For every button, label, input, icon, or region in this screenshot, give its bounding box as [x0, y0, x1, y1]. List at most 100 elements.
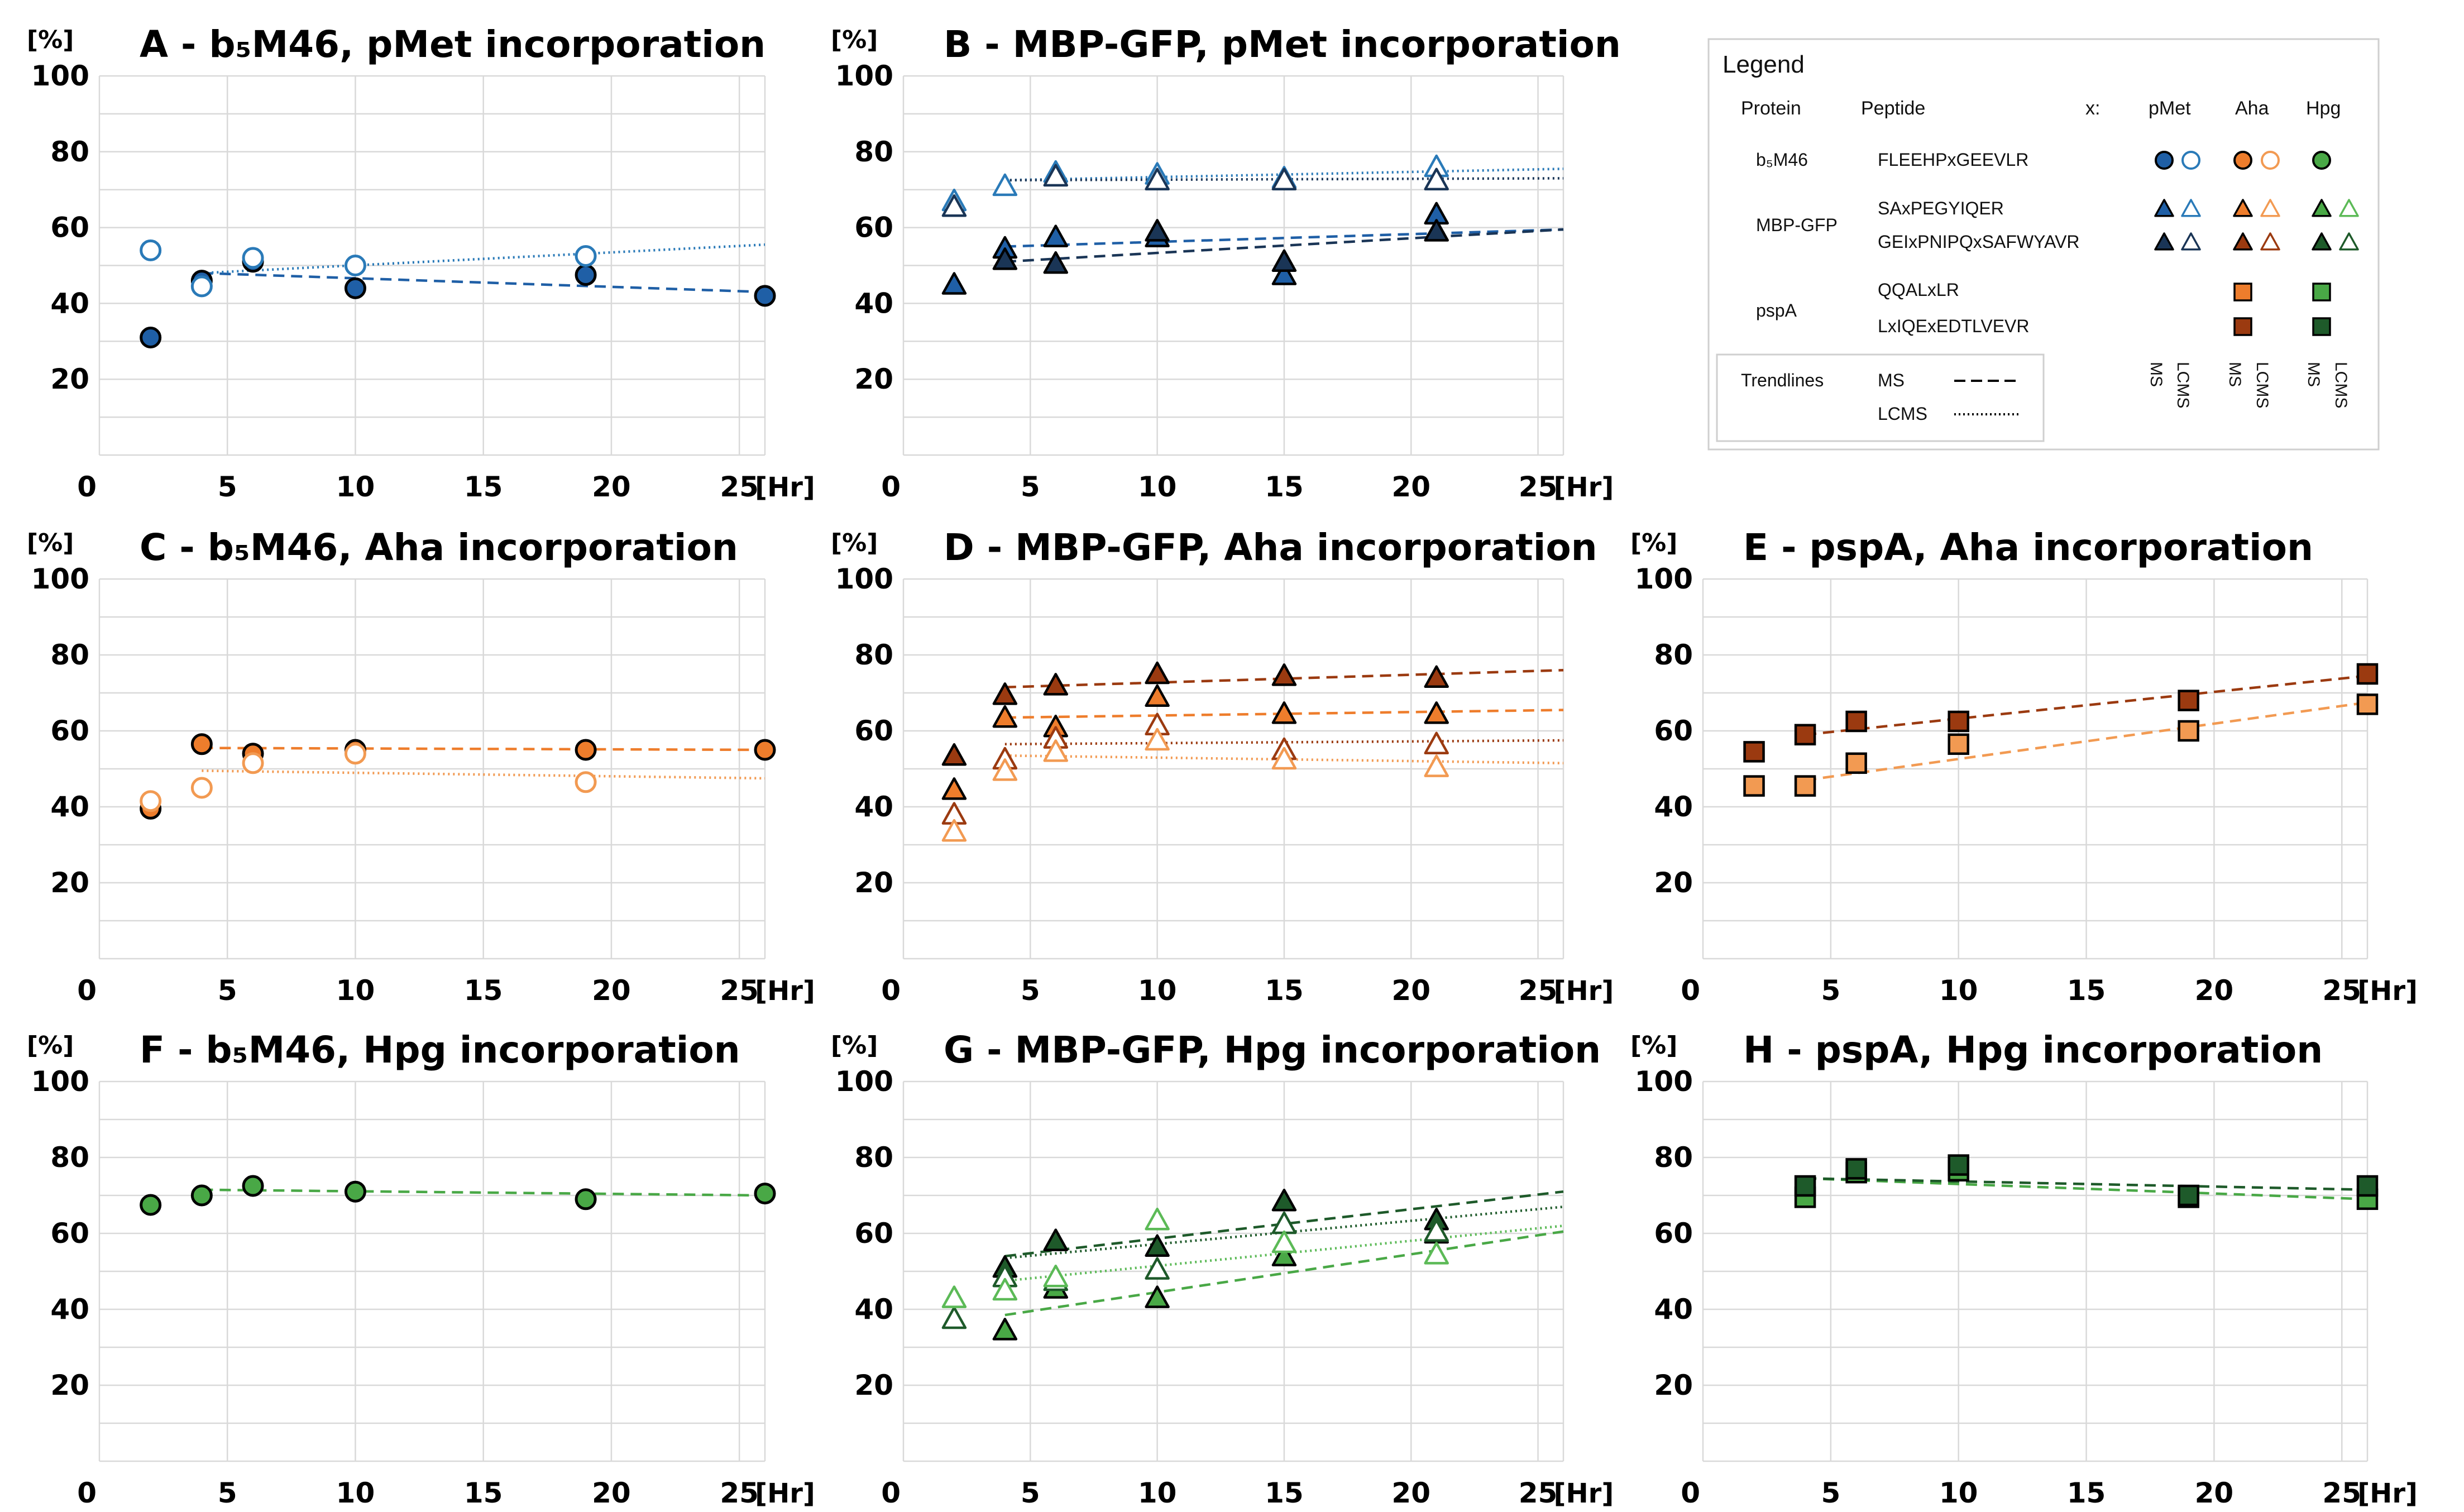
- y-tick-label: 100: [835, 563, 893, 595]
- y-tick-label: 20: [1654, 1369, 1693, 1401]
- trendline: [1004, 228, 1564, 248]
- data-point: [941, 819, 967, 842]
- legend-trend-frame: [1716, 353, 2045, 442]
- panel-h: H - pspA, Hpg incorporation [%] 20 40 60 80 10…: [1630, 1028, 2418, 1509]
- legend-header-aha: Aha: [2235, 98, 2269, 119]
- y-tick-label: 60: [854, 212, 893, 244]
- data-point: [1271, 1188, 1297, 1212]
- legend-peptide-geix: GEIxPNIPQxSAFWYAVR: [1878, 232, 2080, 252]
- data-point: [1271, 1243, 1297, 1267]
- data-point: [1271, 1230, 1297, 1253]
- gridlines: [1702, 1080, 2369, 1462]
- y-axis-label: [%]: [1630, 529, 1677, 557]
- data-point: [1043, 164, 1069, 187]
- trendline: [202, 271, 765, 294]
- y-axis-label: [%]: [27, 26, 74, 54]
- data-point: [1794, 775, 1816, 797]
- data-point: [1145, 1207, 1170, 1231]
- x-tick-label: 0: [1681, 974, 1700, 1007]
- panel-title: C - b₅M46, Aha incorporation: [140, 526, 738, 569]
- legend-trend-ms-label: MS: [1878, 370, 1905, 390]
- y-tick-label: 40: [50, 791, 89, 823]
- x-tick-label: 15: [1265, 1477, 1304, 1509]
- x-tick-label: 0: [881, 471, 901, 503]
- gridlines: [98, 1080, 766, 1462]
- x-tick-label: 25: [1519, 1477, 1558, 1509]
- y-tick-label: 20: [50, 363, 89, 395]
- legend-marker-triangle: [2154, 232, 2174, 251]
- legend-marker-triangle: [2154, 199, 2174, 217]
- y-tick-label: 20: [854, 1369, 893, 1401]
- x-tick-label: 5: [1821, 974, 1840, 1007]
- y-tick-label: 60: [50, 212, 89, 244]
- y-tick-label: 100: [1635, 1065, 1693, 1098]
- x-axis-label: [Hr]: [2357, 975, 2418, 1007]
- legend-column-labels: MS LCMS MS LCMS MS LCMS: [2147, 362, 2350, 408]
- series: [941, 728, 1449, 842]
- x-tick-label: 5: [1021, 974, 1040, 1007]
- data-point: [2178, 720, 2199, 742]
- series: [941, 661, 1449, 766]
- data-point: [1794, 724, 1816, 746]
- data-point: [140, 327, 162, 349]
- legend-peptide-saxp: SAxPEGYIQER: [1878, 198, 2004, 218]
- data-point: [1271, 249, 1297, 272]
- panel-f: F - b₅M46, Hpg incorporation [%] 20 40 60 80 1…: [27, 1028, 815, 1509]
- x-axis-label: [Hr]: [1554, 1478, 1614, 1509]
- data-point: [1145, 1285, 1170, 1308]
- x-tick-label: 20: [592, 471, 631, 503]
- data-point: [344, 743, 366, 765]
- y-tick-label: 100: [835, 1065, 893, 1098]
- y-axis-label: [%]: [831, 26, 878, 54]
- data-point: [1043, 1228, 1069, 1251]
- y-tick-label: 40: [1654, 791, 1693, 823]
- x-tick-label: 15: [2067, 1477, 2106, 1509]
- data-point: [1145, 661, 1170, 685]
- data-point: [1043, 251, 1069, 274]
- x-tick-label: 0: [77, 1477, 97, 1509]
- x-axis-label: [Hr]: [755, 1478, 815, 1509]
- y-tick-label: 80: [854, 639, 893, 671]
- legend-col-lcms-hpg: LCMS: [2332, 362, 2350, 408]
- x-tick-label: 10: [1138, 974, 1177, 1007]
- x-tick-label: 20: [1391, 1477, 1430, 1509]
- x-tick-label: 25: [720, 974, 759, 1007]
- y-axis-label: [%]: [27, 529, 74, 557]
- series: [140, 239, 597, 298]
- legend-marker-circle: [2261, 151, 2280, 170]
- legend-marker-square: [2233, 283, 2252, 302]
- legend-marker-triangle: [2312, 232, 2332, 251]
- x-tick-label: 15: [464, 471, 503, 503]
- data-point: [575, 739, 597, 761]
- series: [992, 1188, 1449, 1278]
- legend-header-hpg: Hpg: [2306, 98, 2341, 119]
- series: [140, 251, 776, 349]
- legend-col-ms-hpg: MS: [2304, 362, 2323, 387]
- legend-peptide-qqal: QQALxLR: [1878, 280, 1959, 300]
- y-tick-label: 40: [854, 791, 893, 823]
- x-tick-label: 5: [1821, 1477, 1840, 1509]
- legend-marker-square: [2312, 317, 2331, 336]
- data-point: [941, 1285, 967, 1308]
- data-point: [1145, 168, 1170, 190]
- data-point: [344, 277, 366, 299]
- data-point: [1424, 754, 1449, 777]
- data-point: [1043, 673, 1069, 696]
- data-point: [1948, 710, 1969, 733]
- series: [941, 1211, 1449, 1329]
- data-point: [941, 272, 967, 295]
- legend-marker-circle: [2233, 151, 2252, 170]
- legend-header-protein: Protein: [1741, 98, 1801, 119]
- y-tick-label: 60: [854, 715, 893, 747]
- series: [992, 219, 1449, 274]
- legend-marker-triangle: [2181, 232, 2201, 251]
- trendline: [202, 1188, 765, 1197]
- panel-title: E - pspA, Aha incorporation: [1743, 526, 2313, 569]
- panel-title: G - MBP-GFP, Hpg incorporation: [944, 1028, 1601, 1071]
- y-tick-label: 80: [50, 136, 89, 168]
- panel-b: B - MBP-GFP, pMet incorporation [%] 20 40 60…: [831, 23, 1621, 503]
- data-point: [754, 739, 776, 761]
- data-point: [1424, 219, 1449, 242]
- x-tick-label: 10: [336, 1477, 375, 1509]
- y-tick-label: 80: [50, 639, 89, 671]
